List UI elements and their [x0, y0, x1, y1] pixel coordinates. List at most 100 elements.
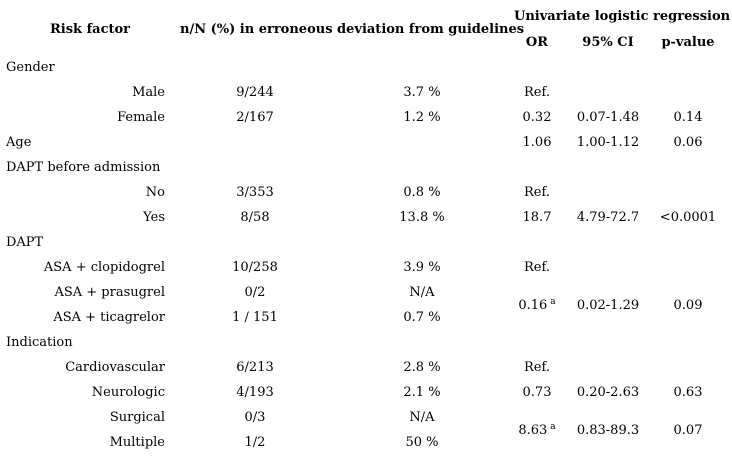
risk-factor-label: Male: [132, 85, 165, 101]
percent-cell: [330, 331, 514, 356]
risk-factor-label: ASA + clopidogrel: [43, 260, 165, 276]
ci-cell: 0.20-2.63: [576, 385, 640, 401]
or-cell: 18.7: [522, 210, 552, 226]
risk-factor-regression-table: Risk factor n/N (%) in erroneous deviati…: [0, 5, 731, 456]
table-row: Male 9/244 3.7 % Ref.: [0, 81, 720, 106]
table-row: Yes 8/58 13.8 % 18.7 4.79-72.7 <0.0001: [0, 206, 720, 231]
table-row: Age 1.06 1.00-1.12 0.06: [0, 131, 720, 156]
ci-cell: [560, 181, 656, 206]
table-header: Risk factor n/N (%) in erroneous deviati…: [0, 5, 731, 56]
p-value-cell: <0.0001: [659, 210, 717, 226]
or-cell: [514, 56, 560, 81]
risk-factor-label: Yes: [143, 210, 165, 226]
p-value-cell: 0.14: [673, 110, 703, 126]
percent-cell: 13.8 %: [399, 210, 445, 226]
n-over-N-cell: [180, 331, 330, 356]
or-cell: Ref.: [524, 185, 550, 201]
or-cell: 1.06: [522, 135, 552, 151]
p-value-cell: 0.63: [673, 385, 703, 401]
column-header-or: OR: [525, 34, 549, 50]
n-over-N-cell: 8/58: [240, 210, 270, 226]
ci-cell: [560, 356, 656, 381]
percent-cell: [330, 131, 514, 156]
risk-factor-label: ASA + ticagrelor: [53, 310, 165, 326]
risk-factor-label: ASA + prasugrel: [54, 285, 165, 301]
percent-cell: 3.9 %: [403, 260, 441, 276]
table-row: Multiple 1/2 50 %: [0, 431, 720, 456]
risk-factor-category: Indication: [6, 335, 73, 351]
column-header-risk-factor: Risk factor: [49, 22, 131, 38]
n-over-N-cell: [180, 56, 330, 81]
footnote-marker-a: a: [550, 421, 556, 432]
n-over-N-cell: [180, 231, 330, 256]
table-row: Indication: [0, 331, 720, 356]
column-header-p-value: p-value: [661, 34, 715, 50]
risk-factor-label: Neurologic: [91, 385, 165, 401]
percent-cell: 3.7 %: [403, 85, 441, 101]
ci-cell: [560, 81, 656, 106]
p-value-cell: [656, 81, 720, 106]
or-cell: [514, 231, 560, 256]
risk-factor-category: DAPT before admission: [6, 160, 161, 176]
percent-cell: 2.1 %: [403, 385, 441, 401]
header-row-1: Risk factor n/N (%) in erroneous deviati…: [0, 5, 731, 37]
p-value-cell-spanning: 0.07: [673, 422, 703, 438]
percent-cell: 50 %: [405, 435, 439, 451]
risk-factor-label: Surgical: [109, 410, 165, 426]
column-header-deviation: n/N (%) in erroneous deviation from guid…: [180, 22, 525, 38]
or-cell: Ref.: [524, 360, 550, 376]
p-value-cell: [656, 181, 720, 206]
ci-cell-spanning: 0.02-1.29: [576, 297, 640, 313]
header-row-2: OR 95% CI p-value: [0, 30, 720, 56]
percent-cell: N/A: [409, 285, 435, 301]
ci-cell: [560, 256, 656, 281]
or-cell: [514, 331, 560, 356]
column-header-univariate-regression: Univariate logistic regression: [514, 9, 731, 25]
risk-factor-label: No: [145, 185, 165, 201]
ci-cell-spanning: 0.83-89.3: [576, 422, 640, 438]
table-row: DAPT before admission: [0, 156, 720, 181]
risk-factor-category: DAPT: [6, 235, 44, 251]
table-row: ASA + ticagrelor 1 / 151 0.7 %: [0, 306, 720, 331]
percent-cell: [330, 231, 514, 256]
or-cell-spanning: 8.63 a: [514, 406, 560, 456]
ci-cell: [560, 56, 656, 81]
risk-factor-category: Age: [6, 135, 32, 151]
ci-cell: [560, 231, 656, 256]
table-row: Surgical 0/3 N/A 8.63 a 0.83-89.3 0.07: [0, 406, 720, 438]
p-value-cell: [656, 156, 720, 181]
n-over-N-cell: 3/353: [236, 185, 274, 201]
footnote-marker-a: a: [550, 296, 556, 307]
p-value-cell: [656, 56, 720, 81]
n-over-N-cell: 6/213: [236, 360, 274, 376]
n-over-N-cell: 9/244: [236, 85, 274, 101]
table-row: Neurologic 4/193 2.1 % 0.73 0.20-2.63 0.…: [0, 381, 720, 406]
table-body: Gender Male 9/244 3.7 % Ref. Female 2/16…: [0, 56, 720, 456]
table-row: Cardiovascular 6/213 2.8 % Ref.: [0, 356, 720, 381]
risk-factor-label: Multiple: [109, 435, 165, 451]
table-row: No 3/353 0.8 % Ref.: [0, 181, 720, 206]
or-cell: Ref.: [524, 85, 550, 101]
column-header-ci: 95% CI: [582, 34, 634, 50]
table-row: Gender: [0, 56, 720, 81]
n-over-N-cell: 10/258: [232, 260, 278, 276]
table-row: Female 2/167 1.2 % 0.32 0.07-1.48 0.14: [0, 106, 720, 131]
percent-cell: [330, 156, 514, 181]
or-value: 0.16: [518, 297, 548, 313]
ci-cell: 4.79-72.7: [576, 210, 640, 226]
or-cell: [514, 156, 560, 181]
table-row: DAPT: [0, 231, 720, 256]
or-cell: 0.73: [522, 385, 552, 401]
or-value: 8.63: [518, 422, 548, 438]
n-over-N-cell: 4/193: [236, 385, 274, 401]
ci-cell: [560, 156, 656, 181]
percent-cell: N/A: [409, 410, 435, 426]
n-over-N-cell: [180, 131, 330, 156]
risk-factor-label: Cardiovascular: [65, 360, 165, 376]
p-value-cell: [656, 331, 720, 356]
table-row: ASA + clopidogrel 10/258 3.9 % Ref.: [0, 256, 720, 281]
risk-factor-category: Gender: [6, 60, 55, 76]
n-over-N-cell: [180, 156, 330, 181]
or-cell: 0.32: [522, 110, 552, 126]
